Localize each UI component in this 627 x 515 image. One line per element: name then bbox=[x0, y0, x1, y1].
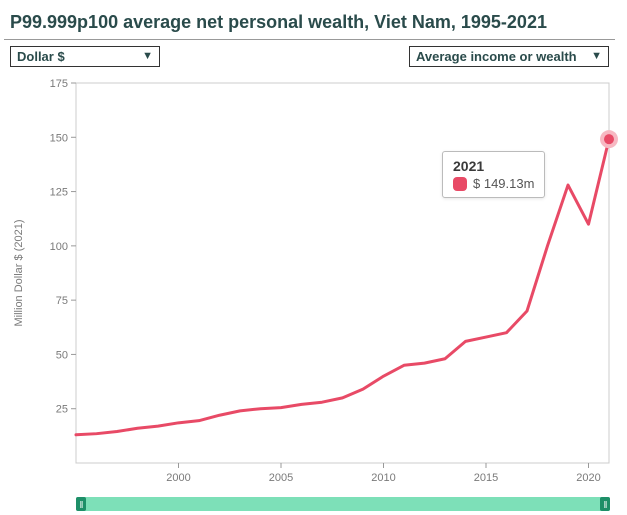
svg-text:2015: 2015 bbox=[474, 472, 498, 484]
tooltip-year: 2021 bbox=[453, 158, 534, 174]
controls-row: Dollar $ Average income or wealth bbox=[4, 40, 615, 71]
svg-text:2020: 2020 bbox=[576, 472, 600, 484]
time-slider[interactable]: || || bbox=[76, 497, 610, 511]
svg-text:25: 25 bbox=[56, 404, 68, 416]
tooltip: 2021 $ 149.13m bbox=[442, 151, 545, 198]
svg-text:100: 100 bbox=[50, 241, 68, 253]
svg-text:2000: 2000 bbox=[166, 472, 190, 484]
currency-select[interactable]: Dollar $ bbox=[10, 46, 160, 67]
line-chart: 25 50 75 100 125 150 175 2000 2005 2010 2015 2020 Mi… bbox=[4, 71, 619, 491]
svg-text:2005: 2005 bbox=[269, 472, 293, 484]
tooltip-value: $ 149.13m bbox=[473, 176, 534, 191]
svg-text:175: 175 bbox=[50, 78, 68, 90]
svg-text:75: 75 bbox=[56, 295, 68, 307]
page-title: P99.999p100 average net personal wealth,… bbox=[4, 8, 615, 40]
svg-text:125: 125 bbox=[50, 187, 68, 199]
slider-handle-right[interactable]: || bbox=[600, 497, 610, 511]
svg-text:50: 50 bbox=[56, 349, 68, 361]
svg-text:2010: 2010 bbox=[371, 472, 395, 484]
tooltip-swatch bbox=[453, 177, 467, 191]
svg-text:150: 150 bbox=[50, 132, 68, 144]
slider-handle-left[interactable]: || bbox=[76, 497, 86, 511]
svg-text:Million Dollar $ (2021): Million Dollar $ (2021) bbox=[13, 220, 25, 327]
chart-area: 25 50 75 100 125 150 175 2000 2005 2010 2015 2020 Mi… bbox=[4, 71, 615, 491]
metric-select[interactable]: Average income or wealth bbox=[409, 46, 609, 67]
